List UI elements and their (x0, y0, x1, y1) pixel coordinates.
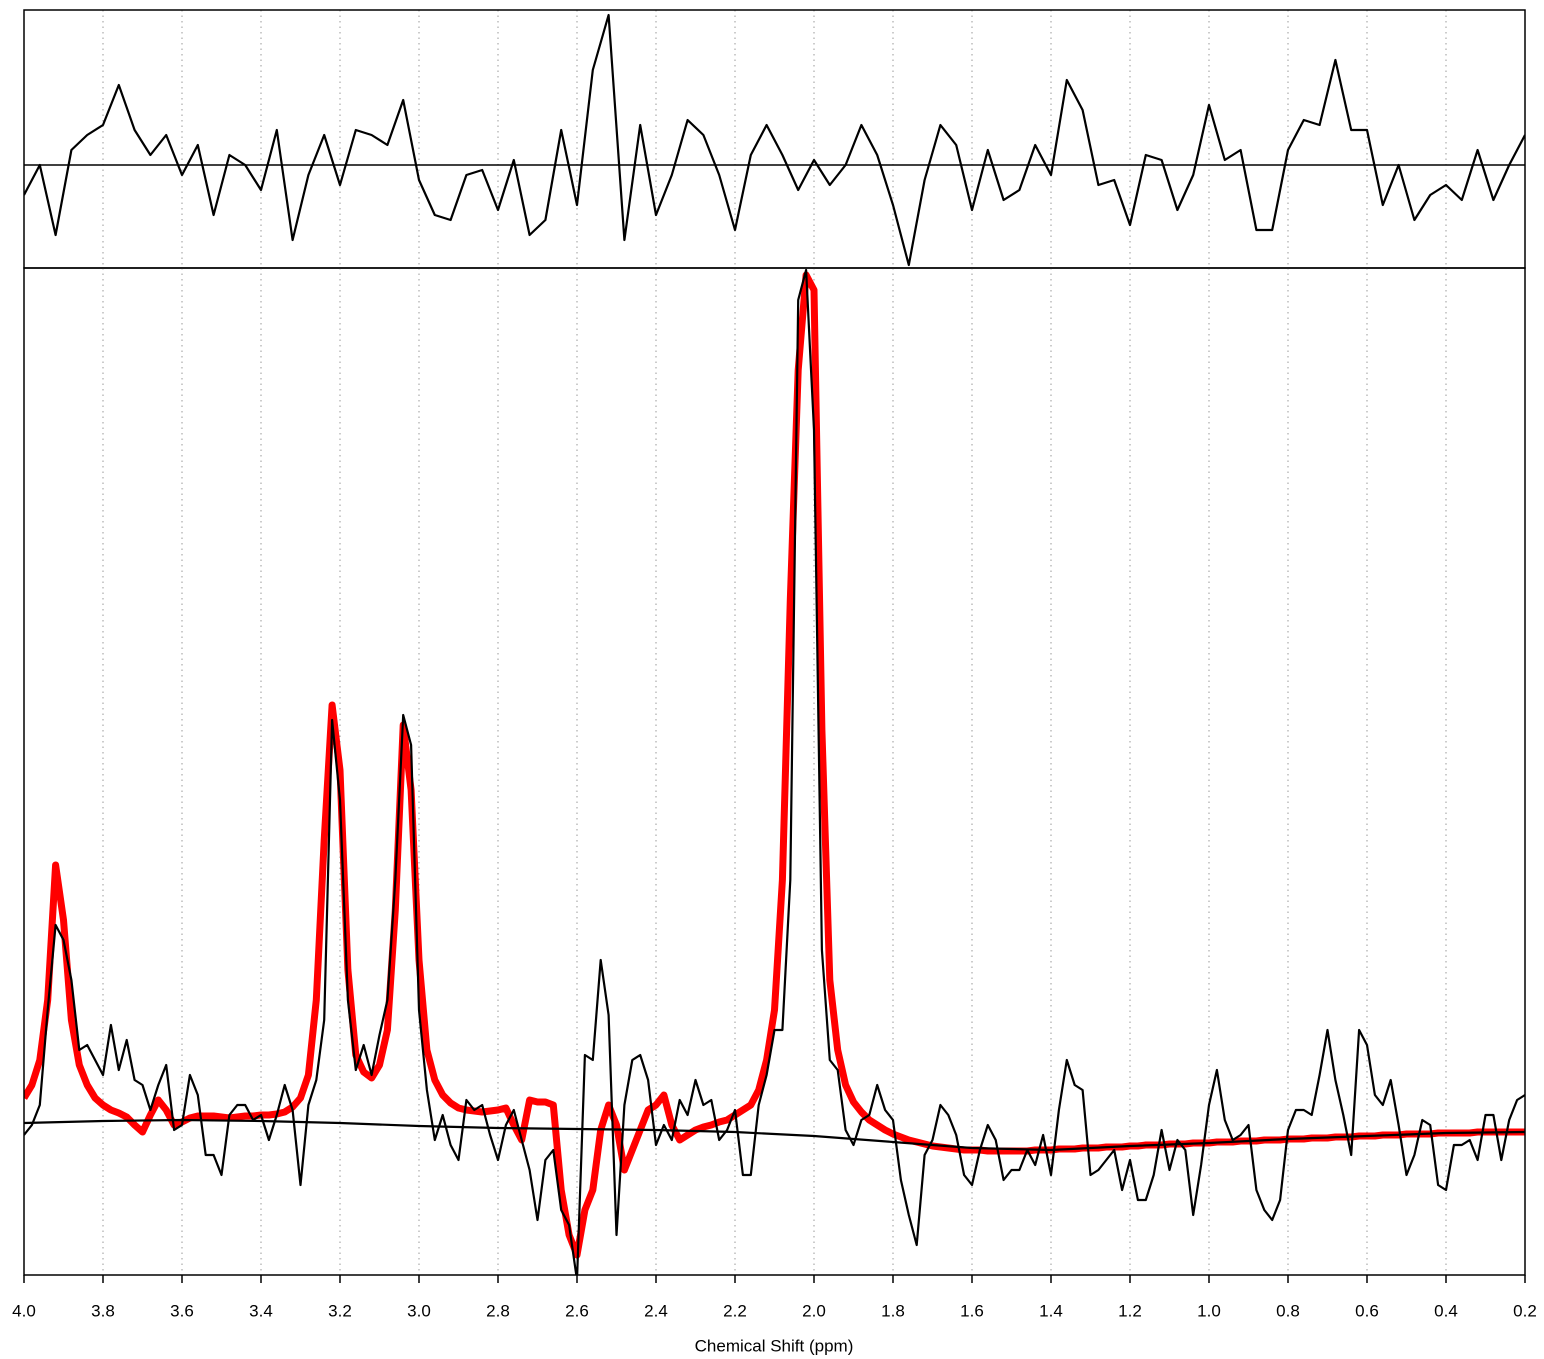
spectrum-line (24, 268, 1525, 1275)
x-tick-label: 3.0 (407, 1301, 431, 1320)
x-tick-label: 0.4 (1434, 1301, 1458, 1320)
x-tick-label: 3.6 (170, 1301, 194, 1320)
x-tick-label: 1.8 (881, 1301, 905, 1320)
x-tick-label: 2.4 (644, 1301, 668, 1320)
spectrum-line (24, 1118, 1525, 1152)
x-tick-label: 1.0 (1197, 1301, 1221, 1320)
x-tick-label: 1.6 (960, 1301, 984, 1320)
x-tick-label: 2.2 (723, 1301, 747, 1320)
x-tick-label: 3.4 (249, 1301, 273, 1320)
x-tick-label: 1.2 (1118, 1301, 1142, 1320)
plot-frame (23, 267, 1526, 1276)
x-tick-label: 4.0 (12, 1301, 36, 1320)
x-tick-label: 0.8 (1276, 1301, 1300, 1320)
x-tick-label: 2.8 (486, 1301, 510, 1320)
spectrum-line (24, 13, 1525, 267)
spectrum-line (24, 271, 1525, 1259)
x-tick-label: 1.4 (1039, 1301, 1063, 1320)
x-tick-label: 0.6 (1355, 1301, 1379, 1320)
x-tick-label: 0.2 (1513, 1301, 1537, 1320)
x-tick-label: 2.0 (802, 1301, 826, 1320)
x-tick-label: 2.6 (565, 1301, 589, 1320)
x-tick-label: 3.8 (91, 1301, 115, 1320)
x-tick-label: 3.2 (328, 1301, 352, 1320)
x-axis-title: Chemical Shift (ppm) (695, 1336, 854, 1355)
